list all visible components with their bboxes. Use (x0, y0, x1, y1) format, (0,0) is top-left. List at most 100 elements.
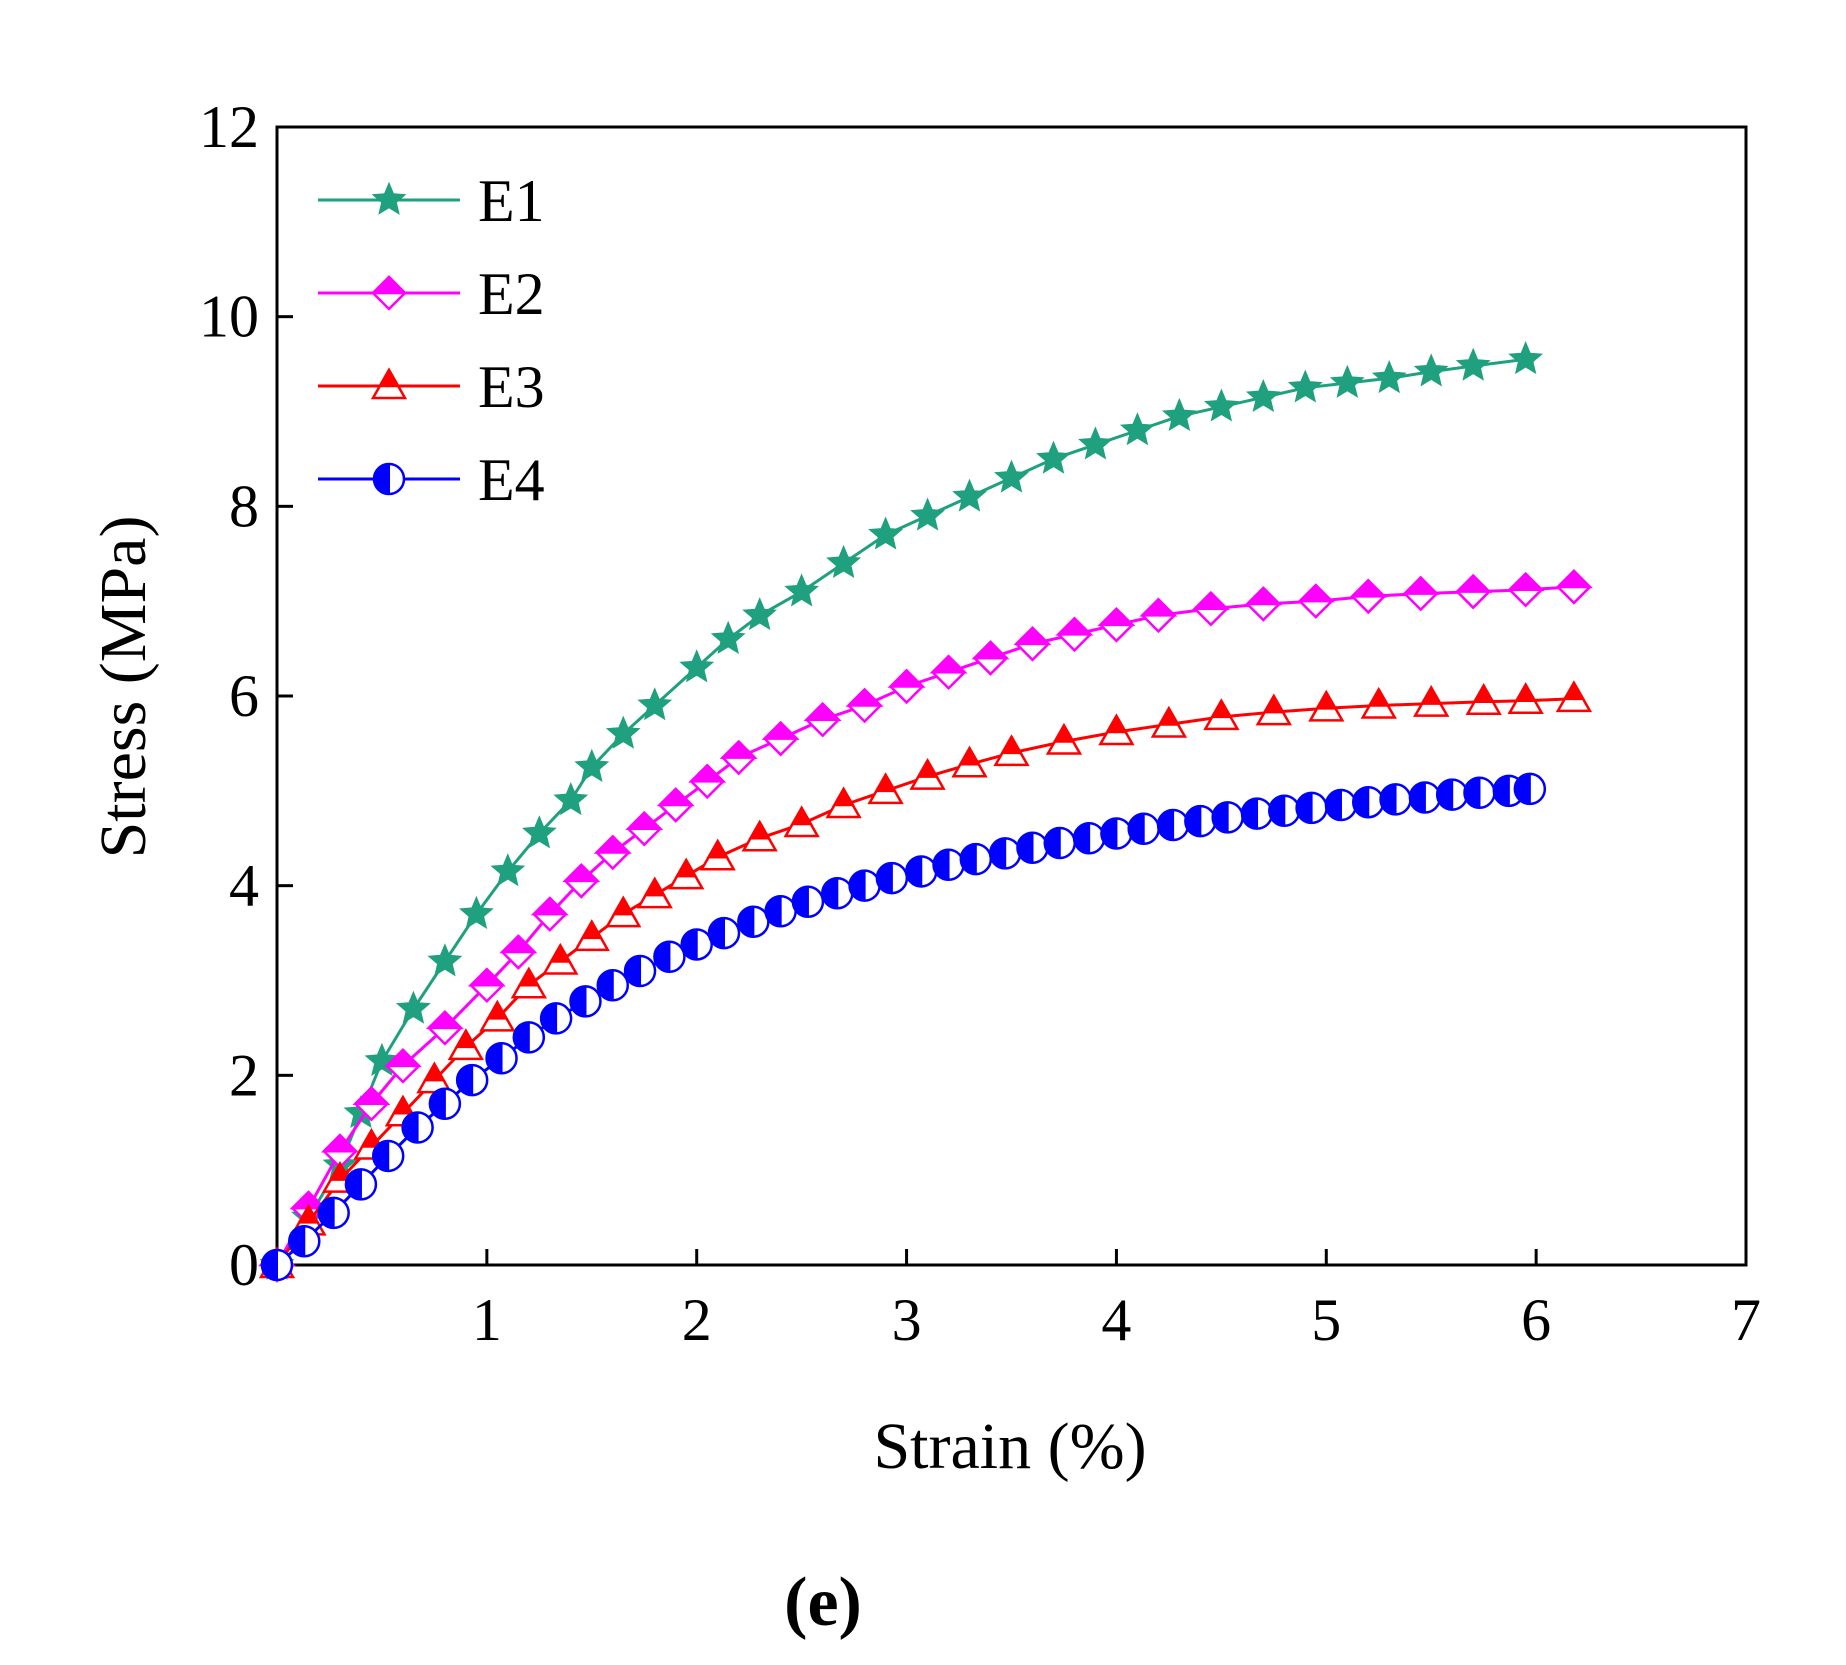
data-point-E1 (994, 459, 1029, 493)
data-point-E4 (1513, 772, 1547, 806)
data-point-E3 (1150, 705, 1188, 738)
x-axis-title: Strain (%) (873, 1410, 1146, 1483)
data-point-E4 (932, 848, 965, 882)
x-tick-label: 1 (472, 1287, 502, 1353)
y-axis-title: Stress (MPa) (87, 516, 160, 859)
data-point-E1 (1329, 364, 1365, 398)
data-point-E1 (1287, 369, 1323, 403)
data-point-E4 (401, 1111, 434, 1144)
data-point-E1 (553, 781, 589, 816)
data-point-E3 (867, 772, 904, 805)
data-point-E4 (988, 837, 1022, 870)
data-point-E4 (428, 1087, 462, 1121)
y-tick-label: 0 (229, 1232, 259, 1298)
legend-marker (370, 367, 408, 400)
y-tick-label: 2 (229, 1042, 259, 1108)
data-point-E4 (512, 1021, 546, 1054)
legend-marker (369, 275, 409, 311)
data-point-E2 (1244, 586, 1283, 622)
data-point-E3 (825, 786, 862, 819)
data-point-E4 (1072, 822, 1106, 855)
data-point-E3 (636, 876, 673, 909)
series-layer (257, 340, 1593, 1283)
data-point-E1 (605, 715, 641, 749)
data-point-E3 (993, 734, 1030, 767)
data-point-E1 (1161, 397, 1197, 432)
data-point-E2 (719, 739, 758, 776)
data-point-E4 (791, 885, 825, 919)
data-point-E1 (1455, 347, 1491, 381)
data-point-E4 (737, 905, 770, 938)
data-point-E2 (593, 834, 632, 871)
x-axis-ticks: 1 2 3 4 5 6 7 (472, 1249, 1761, 1353)
data-point-E4 (848, 869, 881, 902)
data-point-E3 (783, 805, 820, 838)
data-point-E4 (1408, 781, 1442, 814)
data-point-E2 (1454, 573, 1493, 610)
data-point-E2 (1191, 590, 1230, 627)
data-point-E3 (1255, 693, 1292, 726)
data-point-E2 (625, 810, 664, 847)
data-point-E3 (1360, 686, 1397, 719)
legend-item-E2: E2 (318, 261, 545, 327)
x-tick-label: 5 (1311, 1287, 1341, 1353)
data-point-E2 (803, 701, 842, 738)
data-point-E3 (573, 919, 610, 952)
legend-label: E2 (478, 261, 545, 327)
data-point-E1 (742, 597, 778, 631)
data-point-E4 (1295, 791, 1328, 825)
data-point-E4 (1463, 776, 1496, 809)
data-point-E1 (574, 748, 610, 782)
data-point-E4 (1379, 783, 1412, 816)
data-point-E2 (530, 896, 569, 932)
data-point-E1 (679, 649, 715, 683)
data-point-E4 (1240, 797, 1274, 830)
series-line-E4 (276, 787, 1530, 1267)
data-point-E3 (1308, 689, 1345, 722)
data-point-E2 (761, 720, 800, 757)
series-E3 (258, 680, 1593, 1279)
legend-item-E1: E1 (318, 168, 545, 234)
data-point-E3 (668, 857, 705, 890)
data-point-E4 (1100, 817, 1133, 850)
data-point-E4 (1352, 785, 1385, 819)
data-point-E4 (1184, 804, 1217, 838)
data-point-E2 (1296, 583, 1335, 619)
data-point-E1 (1245, 378, 1281, 413)
data-point-E2 (1097, 607, 1136, 643)
data-point-E4 (905, 855, 938, 888)
data-point-E1 (637, 687, 673, 721)
data-point-E1 (1413, 353, 1449, 387)
x-tick-label: 2 (682, 1287, 712, 1353)
data-point-E4 (623, 954, 657, 988)
data-point-E4 (875, 861, 909, 895)
data-point-E1 (710, 620, 746, 654)
data-point-E2 (1013, 626, 1052, 662)
data-point-E1 (952, 478, 987, 512)
data-point-E1 (1036, 440, 1071, 474)
data-point-E4 (1268, 794, 1301, 827)
x-tick-label: 6 (1521, 1287, 1551, 1353)
data-point-E2 (1401, 575, 1440, 612)
data-point-E3 (699, 838, 736, 871)
data-point-E2 (688, 763, 727, 800)
data-point-E1 (910, 497, 945, 531)
data-point-E4 (707, 916, 741, 950)
data-point-E4 (1016, 831, 1049, 864)
data-point-E4 (317, 1196, 350, 1230)
data-point-E2 (971, 640, 1010, 676)
data-point-E1 (1371, 359, 1407, 394)
data-point-E3 (909, 758, 946, 790)
data-point-E2 (656, 787, 695, 823)
x-tick-label: 7 (1731, 1287, 1761, 1353)
y-tick-label: 10 (199, 284, 259, 350)
data-point-E3 (1507, 682, 1544, 714)
data-point-E3 (447, 1028, 485, 1061)
y-tick-label: 4 (229, 853, 259, 919)
y-tick-label: 12 (199, 94, 259, 160)
data-point-E1 (395, 990, 431, 1024)
data-point-E4 (764, 895, 797, 928)
data-point-E1 (458, 895, 494, 929)
data-point-E4 (569, 985, 602, 1018)
legend: E1 E2 E3 E4 (318, 168, 545, 513)
